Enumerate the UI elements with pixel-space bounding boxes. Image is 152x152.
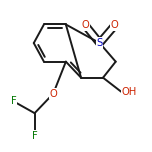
Text: S: S bbox=[97, 38, 103, 48]
Text: O: O bbox=[81, 20, 89, 30]
Text: O: O bbox=[49, 89, 57, 99]
Text: O: O bbox=[111, 20, 119, 30]
Text: F: F bbox=[32, 131, 38, 141]
Text: OH: OH bbox=[122, 87, 137, 97]
Text: F: F bbox=[11, 96, 16, 106]
